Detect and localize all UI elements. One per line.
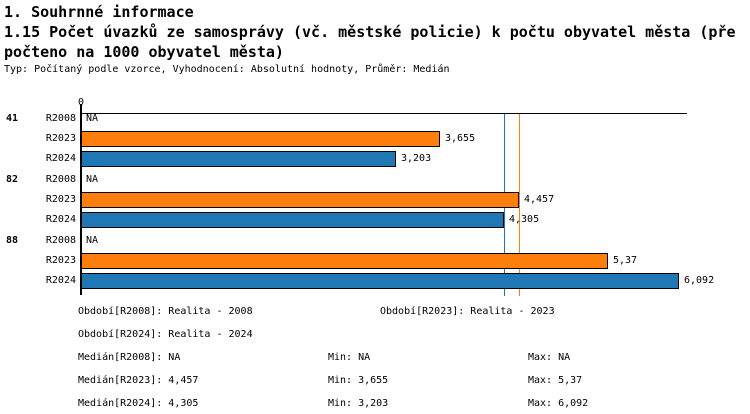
summary-max-r2023: Max: 5,37 bbox=[528, 375, 583, 386]
section-title: 1. Souhrnné informace bbox=[4, 3, 194, 21]
group-label-82: 82 bbox=[6, 174, 19, 185]
group-label-88: 88 bbox=[6, 235, 19, 246]
row-label-r2023: R2023 bbox=[45, 255, 76, 266]
bar-value-label: 4,305 bbox=[509, 214, 540, 225]
row-label-r2008: R2008 bbox=[45, 174, 76, 185]
row-label-r2023: R2023 bbox=[45, 194, 76, 205]
bar-value-na: NA bbox=[86, 235, 99, 246]
row-label-r2024: R2024 bbox=[45, 153, 76, 164]
bar-r2023 bbox=[81, 192, 519, 208]
bar-value-na: NA bbox=[86, 174, 99, 185]
summary-period-r2023: Období[R2023]: Realita - 2023 bbox=[380, 306, 555, 317]
summary-max-r2008: Max: NA bbox=[528, 352, 571, 363]
summary-min-r2023: Min: 3,655 bbox=[328, 375, 389, 386]
bar-value-label: 4,457 bbox=[524, 194, 555, 205]
summary-median-r2023: Medián[R2023]: 4,457 bbox=[78, 375, 199, 386]
bar-r2023 bbox=[81, 253, 608, 269]
summary-median-r2024: Medián[R2024]: 4,305 bbox=[78, 398, 199, 409]
axis-zero-tick-label: 0 bbox=[77, 97, 85, 108]
summary-max-r2024: Max: 6,092 bbox=[528, 398, 589, 409]
row-label-r2008: R2008 bbox=[45, 235, 76, 246]
bar-r2024 bbox=[81, 151, 396, 167]
summary-period-r2008: Období[R2008]: Realita - 2008 bbox=[78, 306, 253, 317]
row-label-r2024: R2024 bbox=[45, 275, 76, 286]
indicator-meta: Typ: Počítaný podle vzorce, Vyhodnocení:… bbox=[4, 64, 450, 75]
row-label-r2008: R2008 bbox=[45, 113, 76, 124]
bar-r2024 bbox=[81, 273, 679, 289]
bar-r2023 bbox=[81, 131, 440, 147]
reference-line-median-r2023 bbox=[519, 114, 520, 296]
indicator-title-line2: počteno na 1000 obyvatel města) bbox=[4, 43, 284, 61]
bar-value-label: 3,203 bbox=[401, 153, 432, 164]
bar-value-na: NA bbox=[86, 113, 99, 124]
axis-top-line bbox=[80, 113, 687, 114]
group-label-41: 41 bbox=[6, 113, 19, 124]
summary-median-r2008: Medián[R2008]: NA bbox=[78, 352, 181, 363]
bar-value-label: 6,092 bbox=[684, 275, 715, 286]
bar-value-label: 5,37 bbox=[613, 255, 638, 266]
bar-chart: 0 41 R2008 NA R2023 3,655 R2024 3,203 82 R2008 NA… bbox=[0, 96, 750, 301]
bar-r2024 bbox=[81, 212, 504, 228]
summary-min-r2008: Min: NA bbox=[328, 352, 371, 363]
row-label-r2023: R2023 bbox=[45, 133, 76, 144]
row-label-r2024: R2024 bbox=[45, 214, 76, 225]
summary-period-r2024: Období[R2024]: Realita - 2024 bbox=[78, 329, 253, 340]
indicator-title-line1: 1.15 Počet úvazků ze samosprávy (vč. měs… bbox=[4, 23, 736, 41]
summary-min-r2024: Min: 3,203 bbox=[328, 398, 389, 409]
bar-value-label: 3,655 bbox=[445, 133, 476, 144]
